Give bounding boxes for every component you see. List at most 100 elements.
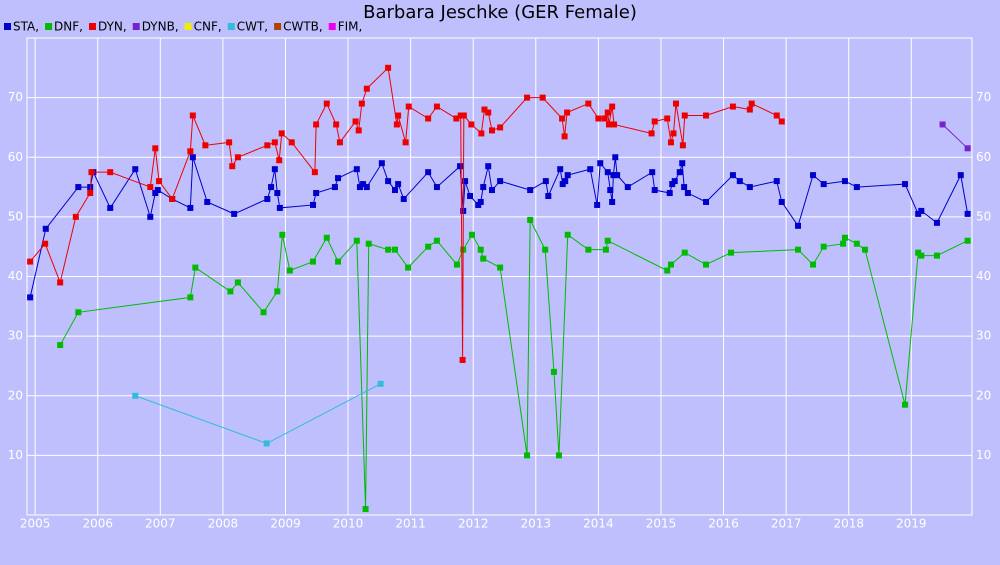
data-point (933, 252, 940, 259)
data-point (664, 267, 671, 274)
data-point (391, 246, 398, 253)
data-point (278, 130, 285, 137)
data-point (778, 118, 785, 125)
data-point (276, 204, 283, 211)
legend-label: CWT, (237, 20, 268, 34)
data-point (841, 178, 848, 185)
data-point (425, 243, 432, 250)
data-point (393, 121, 400, 128)
data-point (75, 184, 82, 191)
data-point (433, 184, 440, 191)
y-tick-label-right: 50 (976, 209, 991, 223)
data-point (915, 249, 922, 256)
legend-swatch (274, 23, 282, 30)
data-point (481, 106, 488, 113)
data-point (378, 160, 385, 167)
y-tick-label: 70 (8, 90, 23, 104)
data-point (778, 198, 785, 205)
data-point (336, 139, 343, 146)
data-point (468, 121, 475, 128)
data-point (664, 115, 671, 122)
legend-swatch (132, 23, 140, 30)
data-point (557, 166, 564, 173)
data-point (648, 130, 655, 137)
data-point (169, 195, 176, 202)
data-point (550, 368, 557, 375)
data-point (597, 160, 604, 167)
data-point (288, 139, 295, 146)
data-point (485, 109, 492, 116)
y-tick-label-right: 60 (976, 150, 991, 164)
data-point (488, 127, 495, 134)
data-point (746, 184, 753, 191)
legend-label: DNF, (54, 20, 83, 34)
x-tick-label: 2006 (82, 517, 113, 531)
data-point (853, 184, 860, 191)
data-point (480, 255, 487, 262)
data-point (462, 178, 469, 185)
y-tick-label: 20 (8, 388, 23, 402)
data-point (202, 142, 209, 149)
data-point (405, 264, 412, 271)
data-point (271, 166, 278, 173)
data-point (795, 246, 802, 253)
data-point (666, 190, 673, 197)
data-point (964, 210, 971, 217)
y-tick-label-right: 40 (976, 269, 991, 283)
data-point (27, 294, 34, 301)
data-point (457, 163, 464, 170)
data-point (561, 133, 568, 140)
data-point (154, 187, 161, 194)
x-tick-label: 2017 (771, 517, 802, 531)
data-point (651, 118, 658, 125)
data-point (460, 112, 467, 119)
x-tick-label: 2014 (583, 517, 614, 531)
data-point (335, 175, 342, 182)
data-point (795, 222, 802, 229)
x-tick-label: 2011 (395, 517, 426, 531)
data-point (402, 139, 409, 146)
data-point (395, 112, 402, 119)
data-point (676, 169, 683, 176)
data-point (607, 187, 614, 194)
data-point (400, 195, 407, 202)
data-point (355, 127, 362, 134)
x-tick-label: 2005 (20, 517, 51, 531)
data-point (264, 142, 271, 149)
data-point (425, 115, 432, 122)
data-point (227, 288, 234, 295)
data-point (933, 219, 940, 226)
data-point (107, 169, 114, 176)
data-point (433, 237, 440, 244)
data-point (331, 184, 338, 191)
data-point (840, 240, 847, 247)
data-point (810, 261, 817, 268)
data-point (604, 237, 611, 244)
data-point (477, 246, 484, 253)
data-point (310, 201, 317, 208)
data-point (132, 392, 139, 399)
data-point (57, 279, 64, 286)
x-tick-label: 2019 (896, 517, 927, 531)
data-point (453, 261, 460, 268)
data-point (395, 181, 402, 188)
data-point (918, 252, 925, 259)
data-point (276, 157, 283, 164)
data-point (88, 169, 95, 176)
y-tick-label-right: 20 (976, 388, 991, 402)
data-point (72, 213, 79, 220)
data-point (564, 172, 571, 179)
data-point (820, 181, 827, 188)
chart-title: Barbara Jeschke (GER Female) (363, 2, 637, 23)
data-point (564, 231, 571, 238)
data-point (612, 154, 619, 161)
data-point (268, 184, 275, 191)
data-point (323, 100, 330, 107)
data-point (559, 115, 566, 122)
data-point (313, 190, 320, 197)
data-point (480, 184, 487, 191)
legend-label: FIM, (338, 20, 363, 34)
x-tick-label: 2012 (458, 517, 489, 531)
